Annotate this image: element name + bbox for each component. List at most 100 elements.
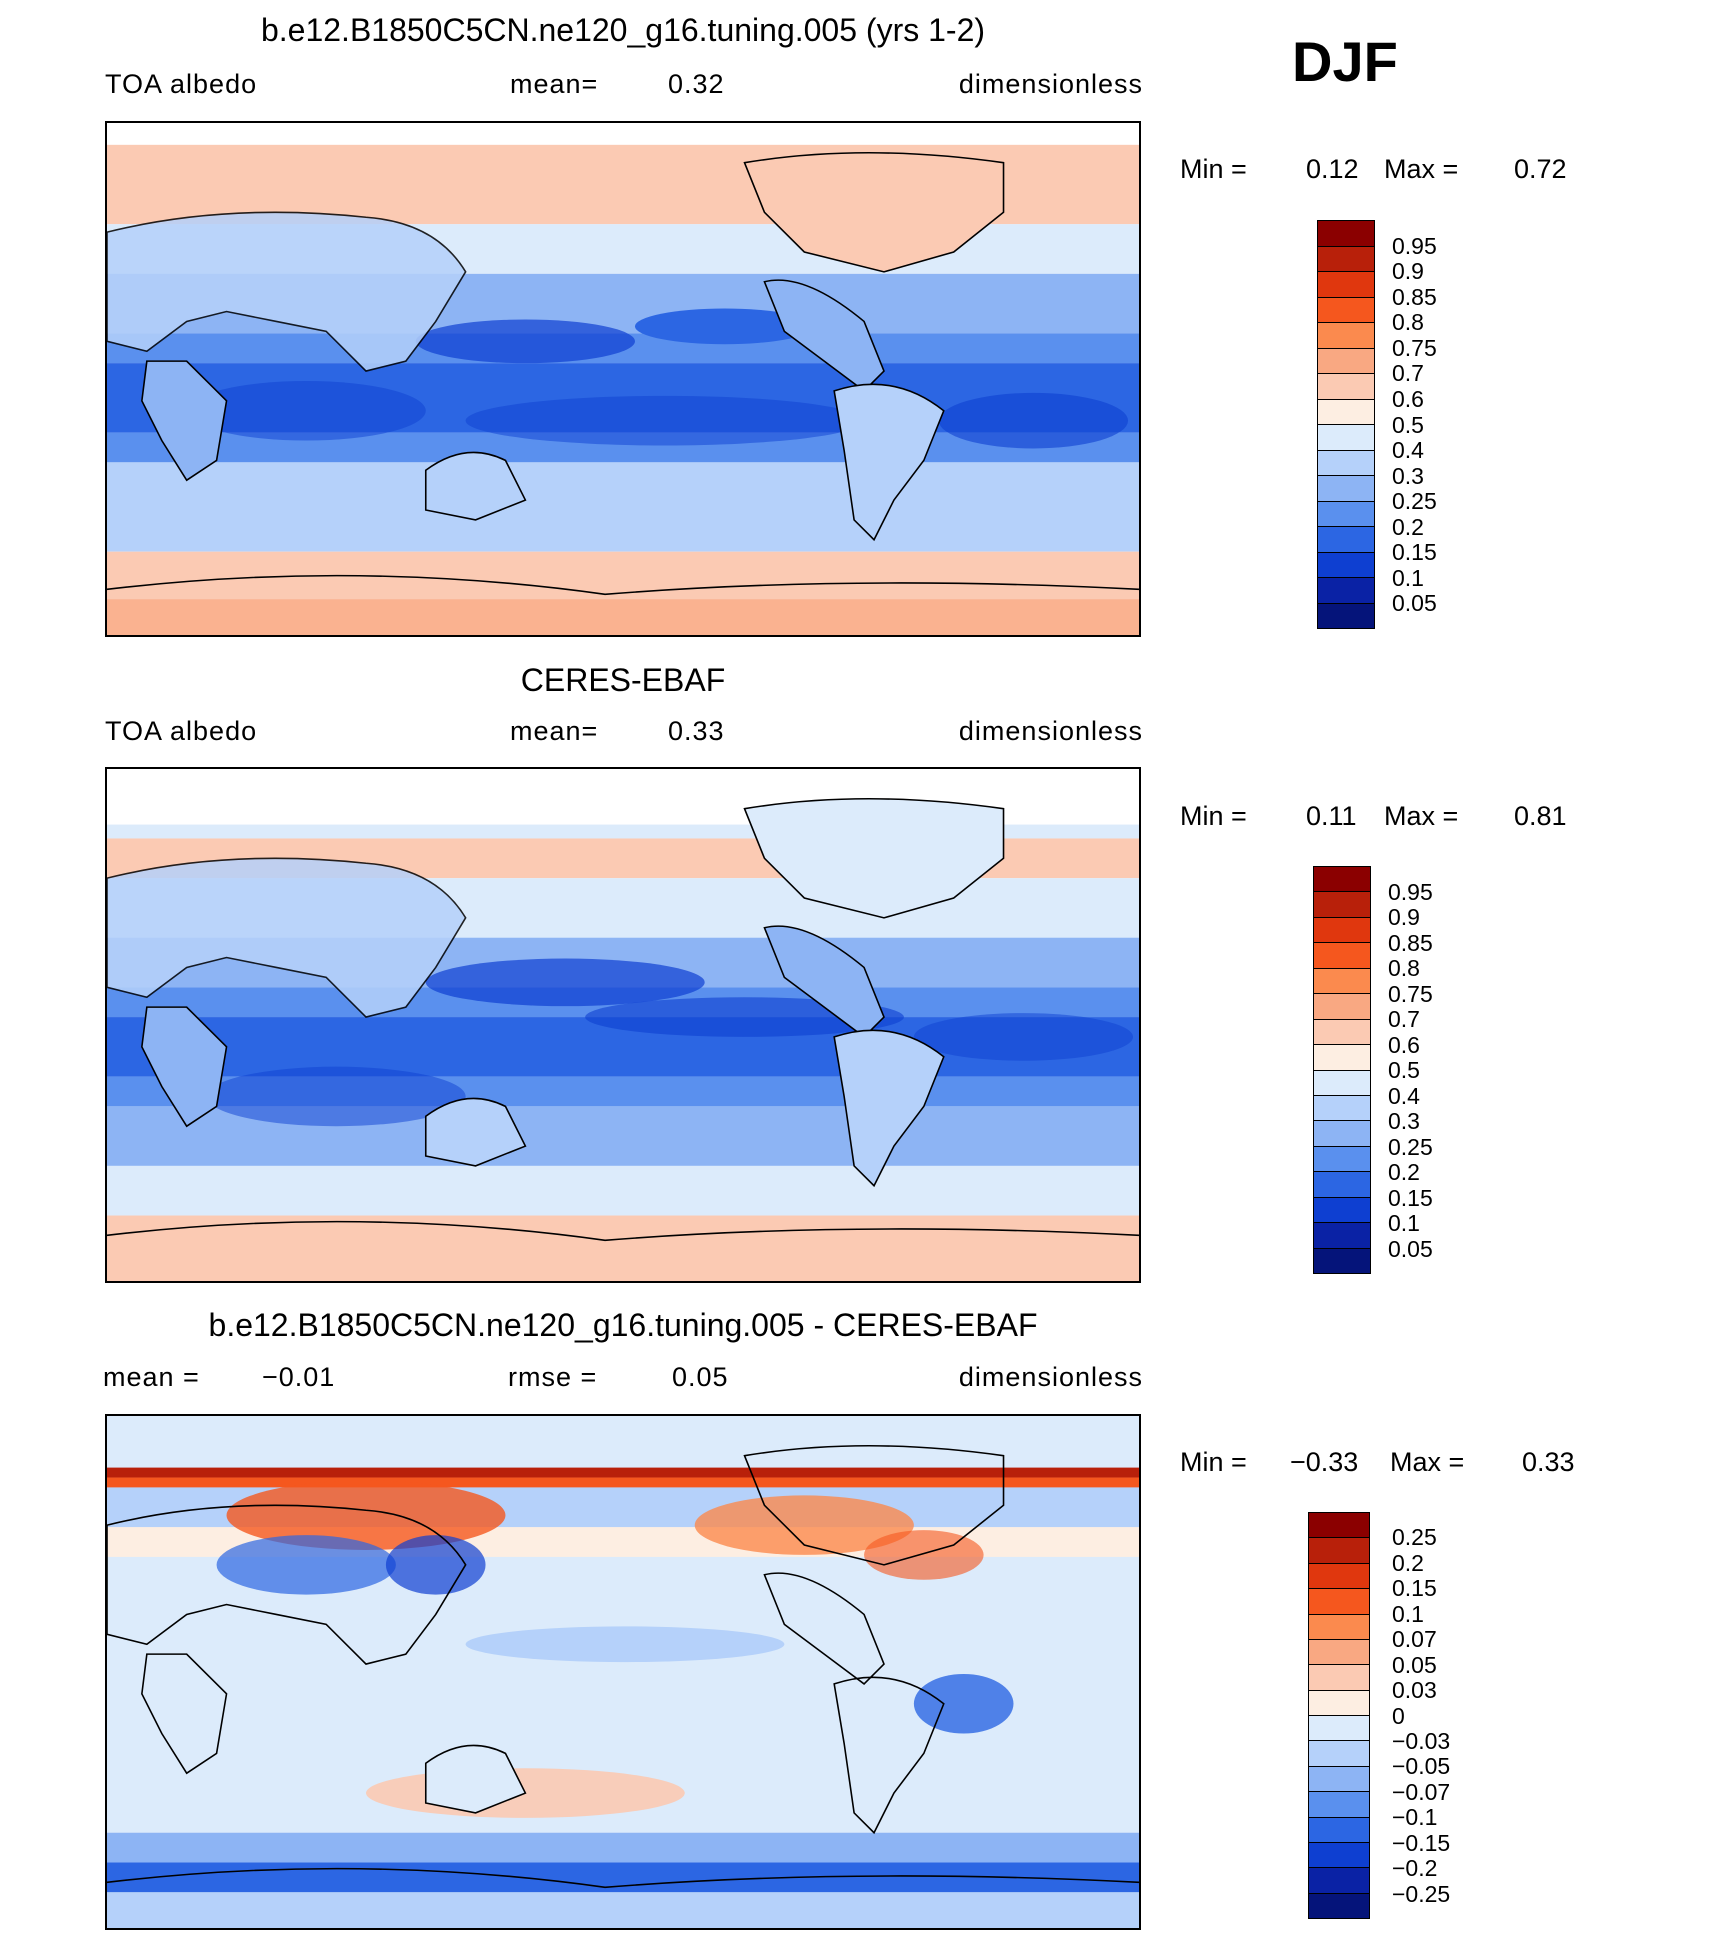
colorbar-tick-label: 0.25 — [1392, 1524, 1437, 1551]
colorbar-swatch — [1309, 1538, 1369, 1564]
colorbar-swatch — [1314, 892, 1370, 918]
colorbar-swatch — [1314, 1045, 1370, 1071]
min-value: 0.12 — [1306, 154, 1359, 184]
panel-title: b.e12.B1850C5CN.ne120_g16.tuning.005 (yr… — [260, 12, 986, 48]
colorbar-tick-label: 0.9 — [1392, 258, 1424, 285]
colorbar-tick-label: 0.4 — [1388, 1082, 1420, 1109]
colorbar-swatch — [1309, 1665, 1369, 1691]
colorbar-swatch — [1318, 297, 1374, 323]
colorbar-tick-label: 0.4 — [1392, 437, 1424, 464]
colorbar-tick-label: 0.1 — [1388, 1210, 1420, 1236]
min-value: 0.11 — [1306, 801, 1357, 831]
max-label: Max = — [1384, 154, 1459, 184]
colorbar-tick-label: 0.8 — [1388, 955, 1420, 981]
colorbar-swatch — [1318, 323, 1374, 349]
map-field — [107, 123, 1139, 635]
colorbar-swatch — [1314, 867, 1370, 893]
colorbar-swatch — [1309, 1563, 1369, 1590]
colorbar-swatch — [1318, 578, 1374, 604]
colorbar-swatch — [1314, 1172, 1370, 1198]
colorbar-tick-label: 0.7 — [1388, 1006, 1420, 1032]
colorbar-tick-label: 0.2 — [1392, 1549, 1424, 1576]
colorbar-swatch — [1318, 527, 1374, 553]
colorbar-tick-label: 0.1 — [1392, 1600, 1424, 1627]
mean-value: 0.32 — [668, 69, 725, 99]
colorbar-tick-label: 0.25 — [1388, 1133, 1433, 1160]
colorbar-tick-label: 0.07 — [1392, 1626, 1437, 1653]
colorbar-tick-label: 0.7 — [1392, 360, 1424, 387]
units-label: dimensionless — [958, 716, 1143, 746]
max-value: 0.81 — [1514, 801, 1567, 831]
colorbar-swatch — [1309, 1792, 1369, 1818]
colorbar-tick-label: −0.25 — [1392, 1880, 1451, 1907]
colorbar-swatch — [1309, 1614, 1369, 1640]
mean-label: mean= — [510, 716, 599, 746]
colorbar-tick-label: −0.1 — [1392, 1804, 1438, 1831]
colorbar-swatch — [1309, 1716, 1369, 1742]
colorbar-tick-label: −0.2 — [1392, 1855, 1438, 1882]
min-label: Min = — [1180, 801, 1247, 831]
colorbar-tick-label: 0.1 — [1392, 564, 1424, 591]
colorbar — [1313, 866, 1371, 1274]
max-label: Max = — [1390, 1447, 1465, 1477]
rmse-label: rmse = — [508, 1362, 598, 1392]
colorbar-tick-label: 0.15 — [1388, 1184, 1433, 1211]
season-label: DJF — [1292, 30, 1398, 93]
colorbar-tick-label: 0.3 — [1392, 462, 1424, 489]
colorbar-tick-label: 0.15 — [1392, 539, 1437, 566]
colorbar-tick-label: −0.15 — [1392, 1829, 1451, 1856]
panel-title: CERES-EBAF — [520, 662, 726, 698]
colorbar-tick-label: 0.85 — [1392, 283, 1437, 310]
colorbar-swatch — [1318, 221, 1374, 247]
colorbar-swatch — [1318, 399, 1374, 425]
mean-label: mean = — [103, 1362, 200, 1392]
colorbar-tick-label: 0.9 — [1388, 904, 1420, 930]
colorbar-swatch — [1309, 1766, 1369, 1793]
rmse-value: 0.05 — [672, 1362, 729, 1392]
colorbar-swatch — [1318, 272, 1374, 298]
colorbar-tick-label: 0.2 — [1388, 1159, 1420, 1185]
colorbar-swatch — [1314, 994, 1370, 1020]
colorbar-swatch — [1314, 1197, 1370, 1224]
colorbar-tick-label: −0.03 — [1392, 1727, 1451, 1754]
colorbar-swatch — [1318, 603, 1374, 628]
colorbar-tick-label: 0.85 — [1388, 929, 1433, 956]
colorbar-tick-label: 0.6 — [1392, 385, 1424, 412]
colorbar-swatch — [1318, 476, 1374, 502]
colorbar-swatch — [1314, 1248, 1370, 1273]
colorbar-swatch — [1309, 1868, 1369, 1894]
colorbar-swatch — [1314, 1070, 1370, 1096]
panel-title: b.e12.B1850C5CN.ne120_g16.tuning.005 - C… — [208, 1307, 1038, 1343]
colorbar-swatch — [1309, 1842, 1369, 1869]
map-field — [107, 769, 1139, 1281]
max-value: 0.72 — [1514, 154, 1567, 184]
max-value: 0.33 — [1522, 1447, 1575, 1477]
colorbar-tick-label: 0.8 — [1392, 309, 1424, 336]
mean-label: mean= — [510, 69, 599, 99]
colorbar-tick-label: 0.5 — [1392, 411, 1424, 438]
colorbar-swatch — [1318, 348, 1374, 374]
colorbar-swatch — [1314, 917, 1370, 944]
colorbar-swatch — [1318, 425, 1374, 451]
colorbar-tick-label: 0.75 — [1388, 980, 1433, 1007]
colorbar-swatch — [1314, 1095, 1370, 1122]
colorbar-tick-label: 0.95 — [1388, 878, 1433, 905]
colorbar-swatch — [1309, 1639, 1369, 1666]
colorbar-swatch — [1318, 552, 1374, 578]
colorbar-tick-label: 0 — [1392, 1702, 1405, 1729]
colorbar-swatch — [1314, 1121, 1370, 1147]
colorbar-swatch — [1309, 1893, 1369, 1918]
colorbar-swatch — [1314, 1146, 1370, 1173]
colorbar-tick-label: 0.6 — [1388, 1031, 1420, 1058]
colorbar-tick-label: −0.05 — [1392, 1753, 1451, 1780]
global-map — [105, 767, 1141, 1283]
colorbar-tick-label: 0.03 — [1392, 1677, 1437, 1704]
colorbar-swatch — [1314, 943, 1370, 969]
colorbar-swatch — [1309, 1513, 1369, 1539]
colorbar-swatch — [1318, 246, 1374, 272]
colorbar — [1308, 1512, 1370, 1919]
colorbar-tick-label: 0.15 — [1392, 1575, 1437, 1602]
colorbar-swatch — [1318, 450, 1374, 476]
colorbar-swatch — [1314, 968, 1370, 995]
mean-value: 0.33 — [668, 716, 725, 746]
